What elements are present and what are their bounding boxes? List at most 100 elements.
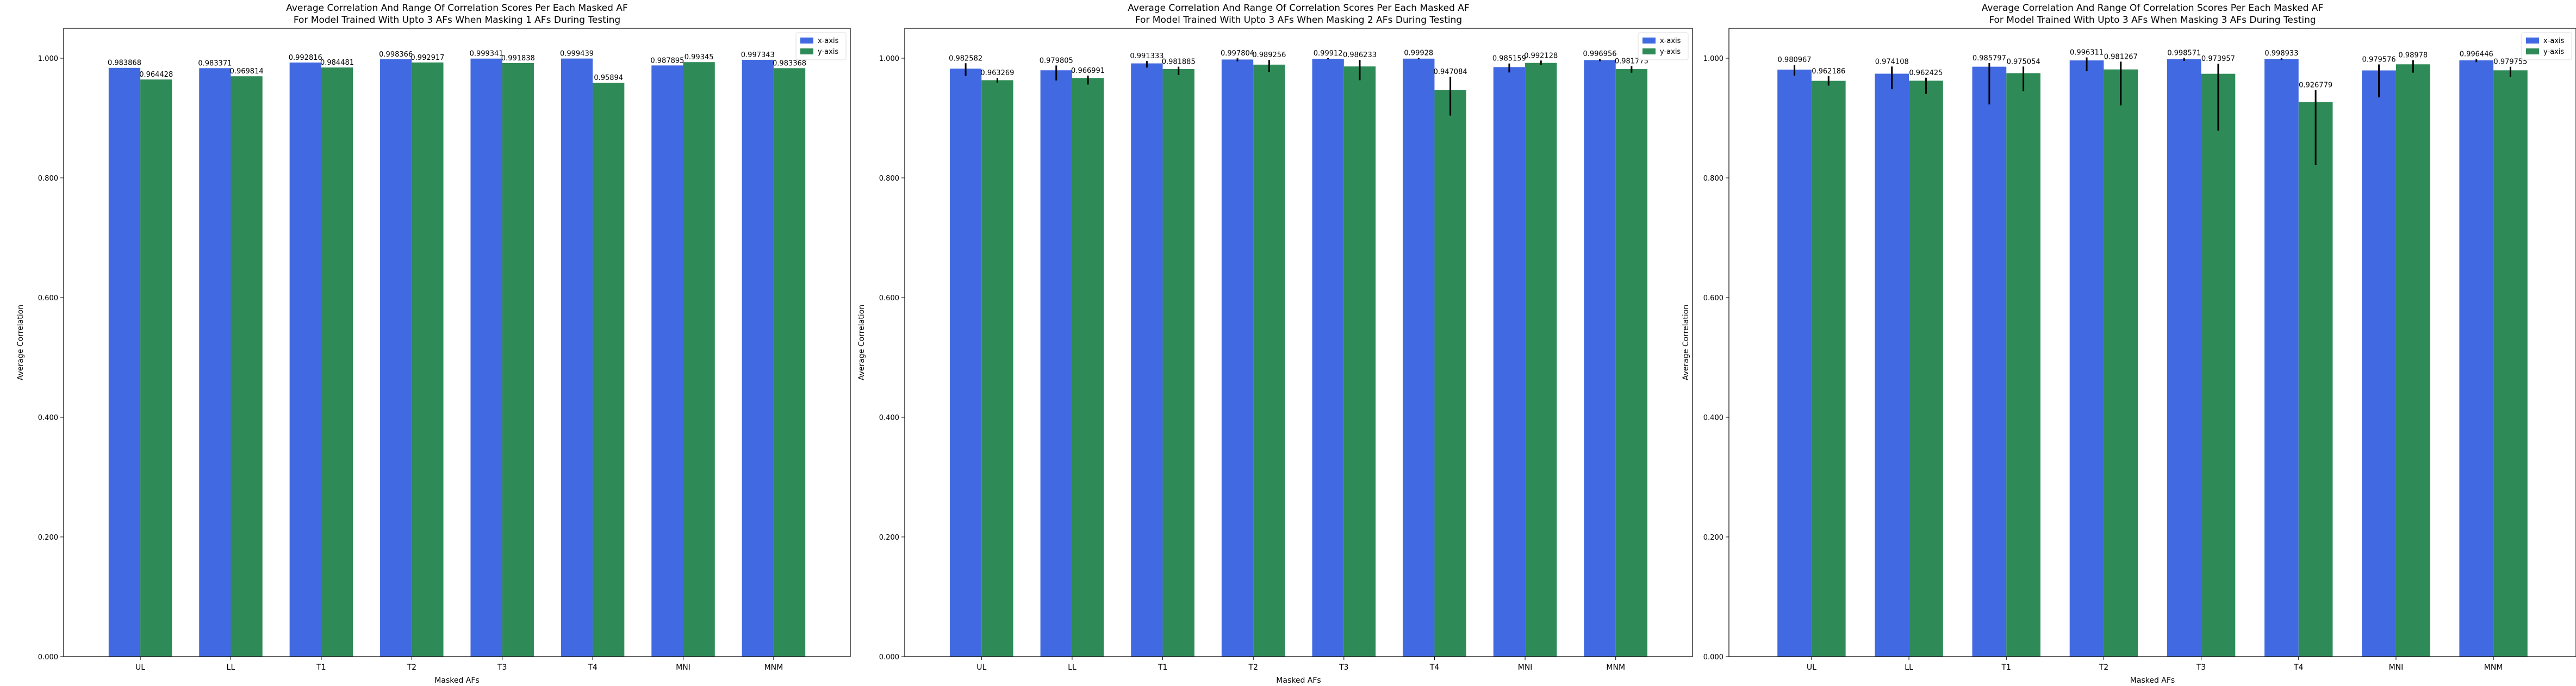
data-label: 0.98978 [2398,52,2428,60]
y-tick-label: 0.800 [879,175,899,183]
bar-y-axis [2493,70,2528,657]
chart-title: Average Correlation And Range Of Correla… [1128,3,1469,14]
x-tick-label: UL [135,663,145,672]
y-tick-label: 0.800 [1703,175,1723,183]
data-label: 0.997343 [741,51,775,59]
x-tick-label: T1 [1158,663,1167,672]
data-label: 0.996311 [2070,49,2104,57]
data-label: 0.969814 [230,67,264,76]
data-label: 0.984481 [320,59,354,67]
x-tick-label: T4 [587,663,598,672]
bar-y-axis [321,67,353,657]
x-tick-label: MNM [1606,663,1625,672]
bar-x-axis [742,59,774,657]
y-tick-label: 0.400 [1703,414,1723,422]
bar-x-axis [651,65,683,657]
bar-x-axis [1131,63,1163,657]
x-tick-label: T2 [1248,663,1258,672]
bar-y-axis [140,79,172,657]
bar-y-axis [231,76,263,657]
bar-y-axis [502,63,534,657]
data-label: 0.964428 [139,71,173,79]
x-axis-label: Masked AFs [1276,676,1321,685]
data-label: 0.981267 [2104,53,2138,61]
x-tick-label: LL [227,663,235,672]
data-label: 0.99928 [1404,50,1433,58]
bar-x-axis [108,67,141,657]
data-label: 0.99912 [1314,50,1343,58]
chart-subtitle: For Model Trained With Upto 3 AFs When M… [294,15,620,26]
x-tick-label: MNI [676,663,690,672]
data-label: 0.979576 [2362,55,2396,64]
bar-y-axis [1162,69,1194,657]
x-tick-label: LL [1068,663,1077,672]
bar-x-axis [949,69,982,657]
data-label: 0.989256 [1252,51,1286,59]
bar-y-axis [412,62,444,657]
y-tick-label: 0.000 [879,653,899,662]
bar-y-axis [1615,69,1648,657]
bar-x-axis [380,59,412,657]
legend-label: x-axis [818,37,839,45]
bar-x-axis [289,62,321,657]
y-tick-label: 0.800 [38,175,58,183]
legend-swatch [800,48,813,54]
data-label: 0.973957 [2201,55,2235,63]
bar-y-axis [683,62,715,657]
bar-x-axis [1403,58,1435,657]
bar-x-axis [1040,70,1072,657]
bar-x-axis [2459,60,2494,657]
data-label: 0.979805 [1040,57,1073,65]
bar-y-axis [981,80,1013,657]
x-tick-label: T1 [316,663,326,672]
data-label: 0.962186 [1812,67,1845,76]
x-axis-label: Masked AFs [2130,676,2175,685]
x-tick-label: UL [976,663,986,672]
data-label: 0.991333 [1130,52,1163,60]
data-label: 0.975054 [2007,58,2040,66]
legend-label: x-axis [2543,37,2565,45]
data-label: 0.998571 [2167,49,2201,57]
plot-frame [63,28,851,657]
y-tick-label: 0.200 [1703,534,1723,542]
bar-x-axis [2069,60,2104,657]
legend-swatch [800,38,813,44]
data-label: 0.997804 [1221,50,1254,58]
data-label: 0.999439 [560,50,594,58]
y-axis-label: Average Correlation [857,305,866,380]
bar-x-axis [561,58,593,657]
data-label: 0.979755 [2493,58,2527,66]
chart-subtitle: For Model Trained With Upto 3 AFs When M… [1135,15,1462,26]
data-label: 0.991838 [501,54,535,63]
bar-y-axis [2201,73,2236,657]
data-label: 0.962425 [1909,69,1943,77]
data-label: 0.985797 [1973,54,2006,63]
bar-x-axis [1493,67,1526,657]
x-tick-label: T3 [2196,663,2206,672]
y-axis-label: Average Correlation [1682,305,1690,380]
x-tick-label: T3 [1339,663,1348,672]
x-tick-label: MNI [2389,663,2404,672]
legend-label: y-axis [1660,48,1681,56]
bar-y-axis [2395,64,2430,657]
data-label: 0.926779 [2299,82,2332,90]
bar-y-axis [2298,102,2333,657]
y-tick-label: 0.400 [38,414,58,422]
data-label: 0.998933 [2264,50,2298,58]
x-tick-label: T3 [497,663,507,672]
legend: x-axis y-axis [2521,32,2572,60]
data-label: 0.985159 [1492,55,1526,63]
bar-x-axis [470,58,502,657]
y-tick-label: 0.200 [879,534,899,542]
legend-label: y-axis [818,48,838,56]
chart-title: Average Correlation And Range Of Correla… [1982,3,2323,14]
x-tick-label: T4 [1429,663,1440,672]
x-tick-label: MNM [764,663,783,672]
legend-swatch [2526,48,2539,54]
bar-x-axis [1972,66,2007,657]
legend-label: y-axis [2543,48,2564,56]
data-label: 0.966991 [1071,67,1105,75]
chart-title: Average Correlation And Range Of Correla… [286,3,627,14]
data-label: 0.992917 [410,54,444,62]
data-label: 0.998366 [379,51,413,59]
